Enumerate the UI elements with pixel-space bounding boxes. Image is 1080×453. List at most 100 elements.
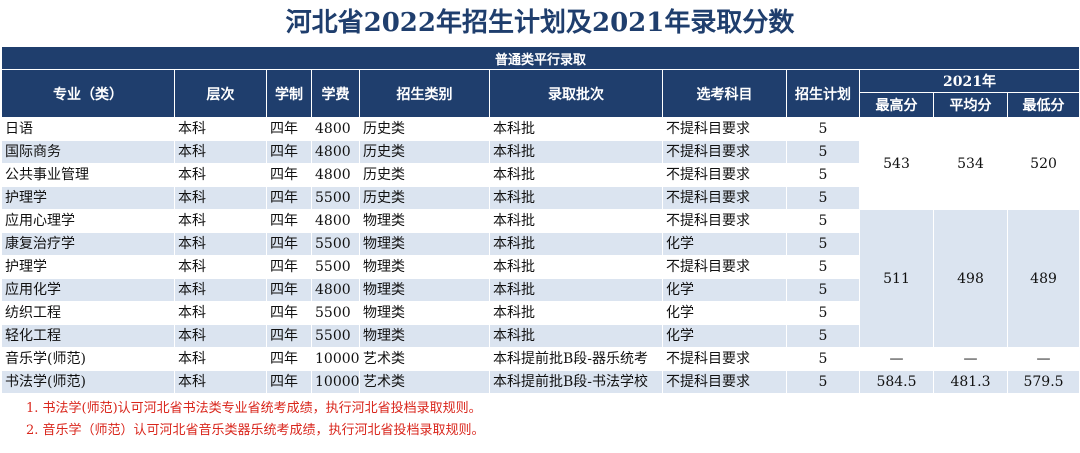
cell-subjects: 不提科目要求 (662, 163, 787, 187)
cell-fee: 10000 (311, 347, 360, 371)
cell-plan: 5 (786, 232, 860, 256)
col-header-min: 最低分 (1006, 92, 1080, 118)
cell-subjects: 不提科目要求 (662, 370, 787, 394)
cell-plan: 5 (786, 347, 860, 371)
cell-level: 本科 (174, 186, 267, 210)
cell-fee: 4800 (311, 163, 360, 187)
col-header-plan: 招生计划 (786, 69, 860, 118)
cell-fee: 4800 (311, 140, 360, 164)
table-row: 应用心理学 本科 四年 4800 物理类 本科批 不提科目要求 5 511 498 489 (1, 209, 1080, 348)
cell-fee: 5500 (311, 255, 360, 279)
cell-subjects: 化学 (662, 232, 787, 256)
col-header-max: 最高分 (859, 92, 934, 118)
cell-duration: 四年 (266, 140, 312, 164)
cell-batch: 本科批 (489, 209, 663, 233)
cell-major: 应用心理学 (1, 209, 175, 233)
col-header-category: 招生类别 (359, 69, 490, 118)
table-row: 日语 本科 四年 4800 历史类 本科批 不提科目要求 5 543 534 520 (1, 117, 1080, 210)
cell-category: 历史类 (359, 140, 490, 164)
col-header-duration: 学制 (266, 69, 312, 118)
cell-plan: 5 (786, 140, 860, 164)
score-max-calligraphy: 584.5 (859, 370, 934, 394)
cell-category: 艺术类 (359, 370, 490, 394)
cell-level: 本科 (174, 140, 267, 164)
table-row: 公共事业管理 本科 四年 4800 历史类 本科批 不提科目要求 5 (1, 163, 1080, 187)
cell-batch: 本科提前批B段-器乐统考 (489, 347, 663, 371)
cell-level: 本科 (174, 278, 267, 302)
cell-category: 物理类 (359, 232, 490, 256)
cell-batch: 本科批 (489, 255, 663, 279)
col-header-year-group: 2021年 (858, 69, 1080, 93)
cell-batch: 本科批 (489, 140, 663, 164)
score-avg-history: 534 (933, 117, 1008, 210)
cell-batch: 本科批 (489, 278, 663, 302)
score-min-history: 520 (1006, 117, 1080, 210)
cell-major: 国际商务 (1, 140, 175, 164)
cell-duration: 四年 (266, 209, 312, 233)
table-banner: 普通类平行录取 (0, 46, 1080, 70)
col-header-subjects: 选考科目 (662, 69, 787, 118)
cell-fee: 5500 (311, 232, 360, 256)
table-row: 应用化学 本科 四年 4800 物理类 本科批 化学 5 (1, 278, 1080, 302)
cell-plan: 5 (786, 301, 860, 325)
col-header-major: 专业（类） (1, 69, 175, 118)
cell-fee: 4800 (311, 278, 360, 302)
cell-subjects: 不提科目要求 (662, 186, 787, 210)
cell-category: 物理类 (359, 209, 490, 233)
cell-major: 康复治疗学 (1, 232, 175, 256)
cell-duration: 四年 (266, 347, 312, 371)
cell-category: 物理类 (359, 278, 490, 302)
cell-subjects: 不提科目要求 (662, 347, 787, 371)
cell-level: 本科 (174, 209, 267, 233)
page-title: 河北省2022年招生计划及2021年录取分数 (285, 8, 795, 38)
cell-level: 本科 (174, 324, 267, 348)
table-row: 书法学(师范) 本科 四年 10000 艺术类 本科提前批B段-书法学校 不提科目要求 5 58… (1, 370, 1080, 394)
col-header-avg: 平均分 (933, 92, 1008, 118)
cell-category: 物理类 (359, 255, 490, 279)
cell-major: 日语 (1, 117, 175, 141)
cell-plan: 5 (786, 255, 860, 279)
cell-level: 本科 (174, 301, 267, 325)
cell-duration: 四年 (266, 324, 312, 348)
cell-batch: 本科批 (489, 163, 663, 187)
cell-subjects: 化学 (662, 278, 787, 302)
cell-subjects: 化学 (662, 324, 787, 348)
cell-fee: 4800 (311, 209, 360, 233)
cell-subjects: 化学 (662, 301, 787, 325)
footnote: 1. 书法学(师范)认可河北省书法类专业省统考成绩，执行河北省投档录取规则。 (26, 401, 482, 416)
cell-plan: 5 (786, 117, 860, 141)
cell-duration: 四年 (266, 186, 312, 210)
cell-subjects: 不提科目要求 (662, 117, 787, 141)
cell-major: 应用化学 (1, 278, 175, 302)
score-max-history: 543 (859, 117, 934, 210)
cell-category: 艺术类 (359, 347, 490, 371)
cell-category: 历史类 (359, 186, 490, 210)
cell-fee: 4800 (311, 117, 360, 141)
col-header-level: 层次 (174, 69, 267, 118)
cell-duration: 四年 (266, 301, 312, 325)
admission-table: 普通类平行录取 专业（类） 层次 学制 学费 招生类别 录取批次 选考科目 招生… (0, 46, 1080, 394)
score-min-calligraphy: 579.5 (1006, 370, 1080, 394)
cell-fee: 10000 (311, 370, 360, 394)
cell-major: 纺织工程 (1, 301, 175, 325)
footnotes: 1. 书法学(师范)认可河北省书法类专业省统考成绩，执行河北省投档录取规则。 2… (26, 398, 1056, 442)
cell-batch: 本科批 (489, 232, 663, 256)
cell-major: 音乐学(师范) (1, 347, 175, 371)
score-max-music: — (859, 347, 934, 371)
cell-subjects: 不提科目要求 (662, 255, 787, 279)
cell-major: 书法学(师范) (1, 370, 175, 394)
cell-plan: 5 (786, 278, 860, 302)
cell-batch: 本科批 (489, 324, 663, 348)
footnote: 2. 音乐学（师范）认可河北省音乐类器乐统考成绩，执行河北省投档录取规则。 (26, 423, 485, 438)
cell-level: 本科 (174, 370, 267, 394)
cell-batch: 本科批 (489, 301, 663, 325)
cell-fee: 5500 (311, 324, 360, 348)
score-min-physics: 489 (1006, 209, 1080, 348)
col-header-batch: 录取批次 (489, 69, 663, 118)
cell-major: 公共事业管理 (1, 163, 175, 187)
cell-level: 本科 (174, 232, 267, 256)
cell-subjects: 不提科目要求 (662, 209, 787, 233)
table-row: 音乐学(师范) 本科 四年 10000 艺术类 本科提前批B段-器乐统考 不提科目要求 5— —… (1, 347, 1080, 371)
cell-level: 本科 (174, 163, 267, 187)
cell-major: 护理学 (1, 186, 175, 210)
